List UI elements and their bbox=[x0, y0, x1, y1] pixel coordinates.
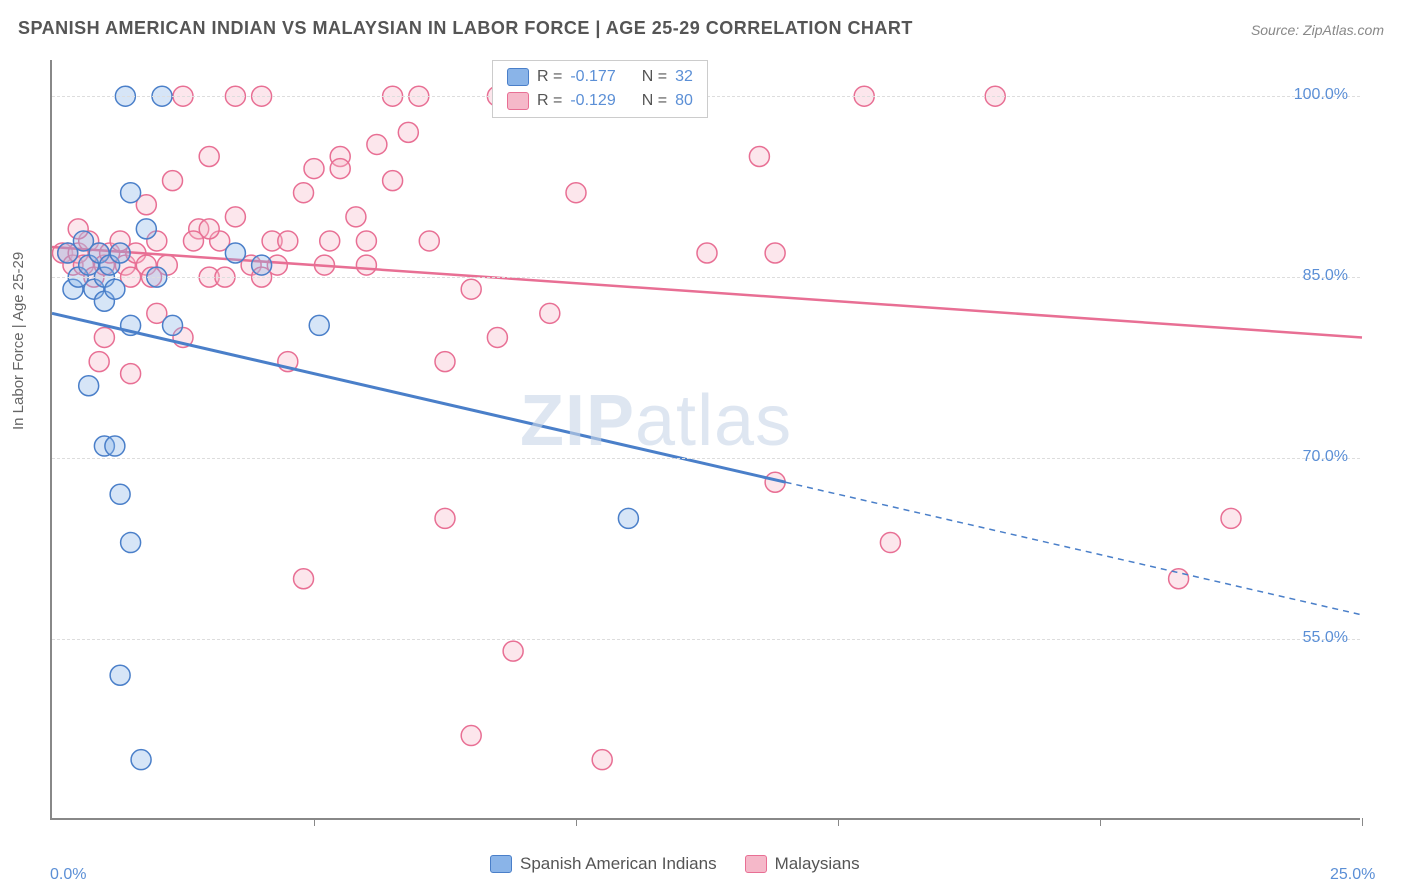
legend-item: Spanish American Indians bbox=[490, 854, 717, 874]
scatter-point-a bbox=[309, 315, 329, 335]
y-tick-label: 55.0% bbox=[1303, 629, 1348, 647]
scatter-point-a bbox=[131, 750, 151, 770]
scatter-point-a bbox=[121, 533, 141, 553]
scatter-point-a bbox=[110, 484, 130, 504]
legend-swatch bbox=[507, 68, 529, 86]
scatter-point-a bbox=[110, 243, 130, 263]
chart-container: SPANISH AMERICAN INDIAN VS MALAYSIAN IN … bbox=[0, 0, 1406, 892]
scatter-point-b bbox=[121, 364, 141, 384]
r-label: R = bbox=[537, 65, 562, 89]
scatter-point-b bbox=[183, 231, 203, 251]
legend-stats-row: R = -0.177 N = 32 bbox=[507, 65, 693, 89]
source-label: Source: ZipAtlas.com bbox=[1251, 22, 1384, 38]
scatter-point-b bbox=[304, 159, 324, 179]
gridline-horizontal bbox=[52, 458, 1360, 459]
scatter-point-b bbox=[461, 726, 481, 746]
x-tick-label: 0.0% bbox=[50, 866, 86, 884]
scatter-point-b bbox=[566, 183, 586, 203]
legend-bottom: Spanish American Indians Malaysians bbox=[490, 854, 860, 874]
scatter-point-b bbox=[880, 533, 900, 553]
scatter-point-a bbox=[110, 665, 130, 685]
legend-item: Malaysians bbox=[745, 854, 860, 874]
scatter-point-b bbox=[697, 243, 717, 263]
x-tick bbox=[314, 818, 315, 826]
scatter-point-a bbox=[79, 376, 99, 396]
legend-label: Spanish American Indians bbox=[520, 854, 717, 874]
scatter-point-a bbox=[252, 255, 272, 275]
x-tick bbox=[1100, 818, 1101, 826]
regression-line-a bbox=[52, 313, 786, 482]
plot-area: 55.0% 70.0% 85.0% 100.0% R = -0.177 N = 32 R = -0… bbox=[50, 60, 1360, 820]
scatter-point-b bbox=[435, 508, 455, 528]
n-value: 80 bbox=[675, 89, 693, 113]
n-label: N = bbox=[642, 89, 667, 113]
r-label: R = bbox=[537, 89, 562, 113]
gridline-horizontal bbox=[52, 277, 1360, 278]
y-tick-label: 85.0% bbox=[1303, 267, 1348, 285]
legend-stats-box: R = -0.177 N = 32 R = -0.129 N = 80 bbox=[492, 60, 708, 118]
scatter-point-a bbox=[225, 243, 245, 263]
scatter-point-b bbox=[163, 171, 183, 191]
scatter-point-b bbox=[487, 327, 507, 347]
scatter-point-b bbox=[765, 243, 785, 263]
scatter-point-b bbox=[540, 303, 560, 323]
scatter-point-b bbox=[225, 207, 245, 227]
x-tick bbox=[576, 818, 577, 826]
scatter-point-a bbox=[105, 279, 125, 299]
n-label: N = bbox=[642, 65, 667, 89]
legend-swatch bbox=[490, 855, 512, 873]
scatter-point-b bbox=[294, 569, 314, 589]
scatter-point-b bbox=[294, 183, 314, 203]
scatter-point-b bbox=[356, 231, 376, 251]
scatter-point-a bbox=[618, 508, 638, 528]
scatter-point-a bbox=[121, 183, 141, 203]
scatter-point-b bbox=[356, 255, 376, 275]
scatter-point-b bbox=[461, 279, 481, 299]
legend-label: Malaysians bbox=[775, 854, 860, 874]
scatter-point-b bbox=[278, 231, 298, 251]
legend-swatch bbox=[507, 92, 529, 110]
scatter-point-b bbox=[367, 134, 387, 154]
scatter-point-b bbox=[330, 159, 350, 179]
legend-swatch bbox=[745, 855, 767, 873]
x-tick bbox=[1362, 818, 1363, 826]
scatter-point-b bbox=[749, 147, 769, 167]
scatter-point-b bbox=[199, 147, 219, 167]
scatter-point-b bbox=[1221, 508, 1241, 528]
gridline-horizontal bbox=[52, 639, 1360, 640]
scatter-point-b bbox=[592, 750, 612, 770]
y-tick-label: 70.0% bbox=[1303, 448, 1348, 466]
scatter-point-b bbox=[398, 122, 418, 142]
y-axis-label: In Labor Force | Age 25-29 bbox=[10, 252, 27, 430]
scatter-point-b bbox=[419, 231, 439, 251]
scatter-point-b bbox=[383, 171, 403, 191]
x-tick-label: 25.0% bbox=[1330, 866, 1375, 884]
scatter-point-b bbox=[89, 352, 109, 372]
plot-svg bbox=[52, 60, 1360, 818]
x-tick bbox=[838, 818, 839, 826]
scatter-point-a bbox=[136, 219, 156, 239]
regression-line-dashed-a bbox=[786, 482, 1362, 615]
scatter-point-b bbox=[94, 327, 114, 347]
scatter-point-b bbox=[346, 207, 366, 227]
r-value: -0.177 bbox=[570, 65, 615, 89]
scatter-point-a bbox=[163, 315, 183, 335]
scatter-point-b bbox=[435, 352, 455, 372]
n-value: 32 bbox=[675, 65, 693, 89]
scatter-point-a bbox=[105, 436, 125, 456]
r-value: -0.129 bbox=[570, 89, 615, 113]
scatter-point-b bbox=[503, 641, 523, 661]
y-tick-label: 100.0% bbox=[1294, 86, 1348, 104]
chart-title: SPANISH AMERICAN INDIAN VS MALAYSIAN IN … bbox=[18, 18, 913, 39]
scatter-point-b bbox=[320, 231, 340, 251]
legend-stats-row: R = -0.129 N = 80 bbox=[507, 89, 693, 113]
